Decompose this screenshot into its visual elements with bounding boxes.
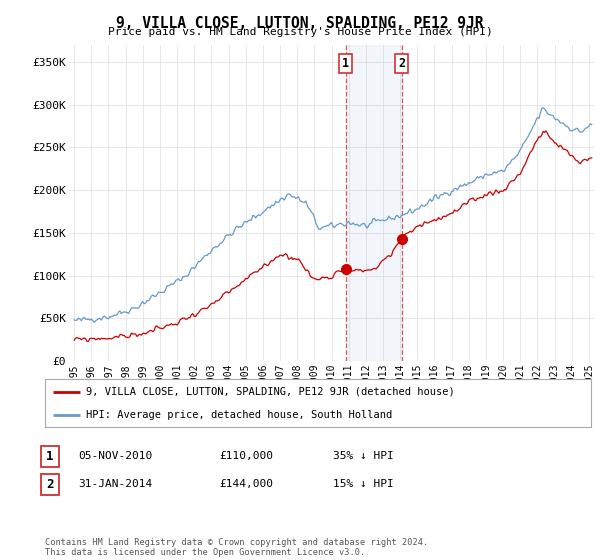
Text: 31-JAN-2014: 31-JAN-2014: [78, 479, 152, 489]
Bar: [346, 45, 401, 361]
Text: £144,000: £144,000: [219, 479, 273, 489]
Text: Price paid vs. HM Land Registry's House Price Index (HPI): Price paid vs. HM Land Registry's House …: [107, 27, 493, 37]
Text: HPI: Average price, detached house, South Holland: HPI: Average price, detached house, Sout…: [86, 410, 392, 420]
Text: 1: 1: [46, 450, 53, 463]
Text: 9, VILLA CLOSE, LUTTON, SPALDING, PE12 9JR (detached house): 9, VILLA CLOSE, LUTTON, SPALDING, PE12 9…: [86, 387, 455, 397]
Text: 2: 2: [398, 57, 405, 70]
Text: £110,000: £110,000: [219, 451, 273, 461]
Text: 9, VILLA CLOSE, LUTTON, SPALDING, PE12 9JR: 9, VILLA CLOSE, LUTTON, SPALDING, PE12 9…: [116, 16, 484, 31]
Text: 1: 1: [342, 57, 349, 70]
Text: 15% ↓ HPI: 15% ↓ HPI: [333, 479, 394, 489]
Text: Contains HM Land Registry data © Crown copyright and database right 2024.
This d: Contains HM Land Registry data © Crown c…: [45, 538, 428, 557]
Text: 2: 2: [46, 478, 53, 491]
Text: 35% ↓ HPI: 35% ↓ HPI: [333, 451, 394, 461]
Text: 05-NOV-2010: 05-NOV-2010: [78, 451, 152, 461]
